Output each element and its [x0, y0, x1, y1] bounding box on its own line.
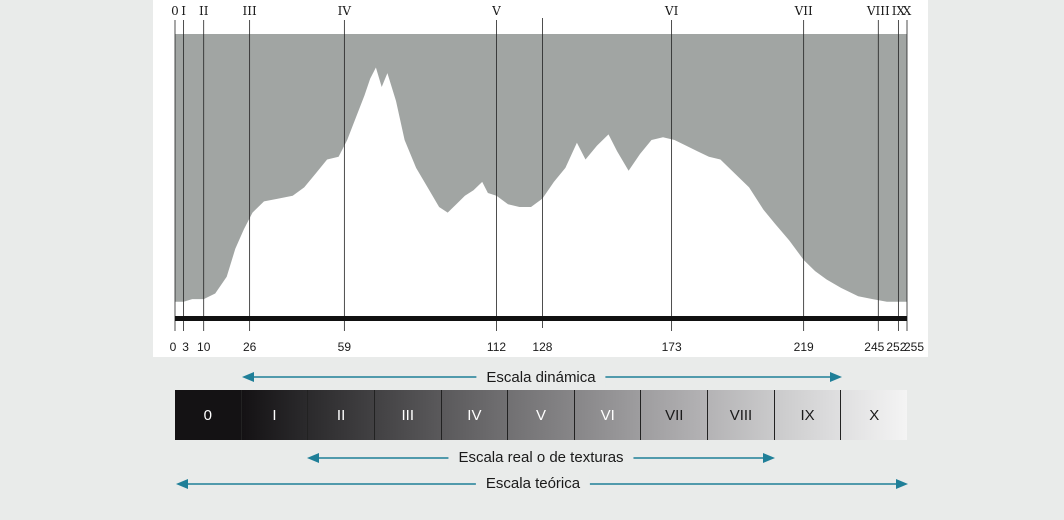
zone-cell: 0 — [175, 390, 242, 440]
zone-cell: IX — [774, 390, 842, 440]
zone-label: X — [902, 4, 912, 18]
zone-cell: II — [308, 390, 375, 440]
zone-cell: VIII — [708, 390, 775, 440]
zone-scale-bar: 0 I II III IV V VI VII VIII IX X — [175, 390, 908, 440]
value-label: 10 — [197, 340, 211, 354]
zone-label: III — [242, 4, 257, 18]
zone-cell: VI — [574, 390, 642, 440]
zone-label: V — [492, 4, 501, 18]
zone-lines — [174, 18, 908, 331]
value-label: 128 — [532, 340, 553, 354]
zone-label: IV — [337, 4, 352, 18]
value-label: 173 — [661, 340, 682, 354]
zone-cell: I — [241, 390, 309, 440]
baseline-bar — [175, 316, 907, 321]
histogram-area — [175, 34, 907, 302]
zone-label: VII — [794, 4, 813, 18]
value-label: 0 — [169, 340, 177, 354]
value-label: 255 — [903, 340, 925, 354]
zone-cell: X — [841, 390, 908, 440]
zone-cell: IV — [441, 390, 509, 440]
real-scale-label: Escala real o de texturas — [448, 449, 634, 467]
zone-cell: III — [374, 390, 442, 440]
zone-cell: VII — [641, 390, 709, 440]
value-label: 3 — [182, 340, 189, 354]
value-label: 112 — [486, 340, 507, 354]
zone-label: IX — [891, 4, 906, 18]
zone-label: 0 — [171, 4, 179, 18]
zone-label: VIII — [866, 4, 890, 18]
zone-cell: V — [508, 390, 575, 440]
dynamic-scale-label: Escala dinámica — [476, 369, 606, 387]
value-label: 59 — [337, 340, 352, 354]
zone-label: VI — [664, 4, 679, 18]
value-label: 252 — [886, 340, 907, 354]
value-label: 219 — [793, 340, 814, 354]
zone-label: I — [181, 4, 186, 18]
value-label: 245 — [864, 340, 885, 354]
value-label: 26 — [242, 340, 257, 354]
theoretical-scale-label: Escala teórica — [475, 475, 591, 493]
zone-label: II — [198, 4, 209, 18]
